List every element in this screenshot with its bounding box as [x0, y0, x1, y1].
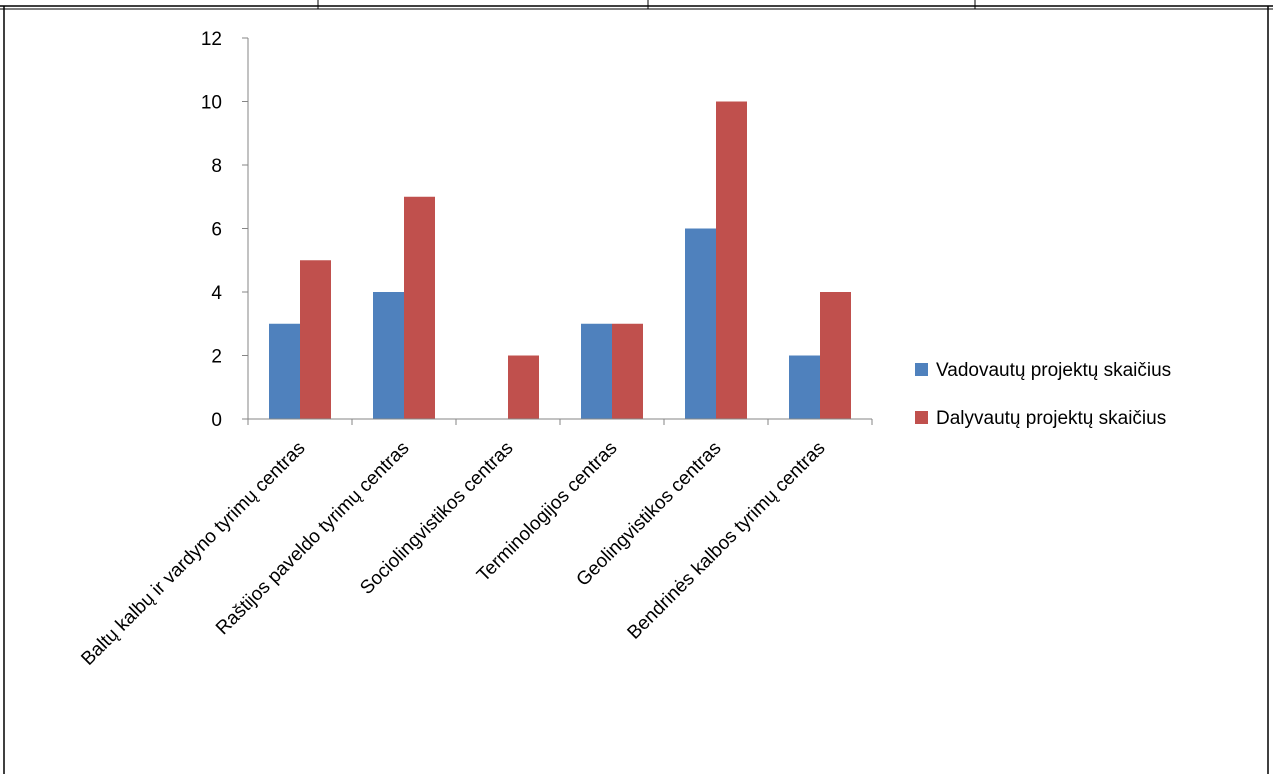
legend: Vadovautų projektų skaičius Dalyvautų pro…: [915, 360, 1171, 429]
y-tick-label: 8: [211, 156, 222, 177]
bar-1-5: [685, 228, 716, 419]
y-tick-label: 0: [211, 410, 222, 431]
y-tick-label: 6: [211, 220, 222, 241]
bars: [269, 101, 851, 419]
bar-1-1: [269, 323, 300, 419]
x-tick-label: Raštijos paveldo tyrimų centras: [212, 438, 414, 640]
y-tick-label: 2: [211, 347, 222, 368]
legend-label-1: Vadovautų projektų skaičius: [936, 360, 1171, 381]
y-tick-label: 12: [201, 29, 222, 50]
x-tick-label: Baltų kalbų ir vardyno tyrimų centras: [77, 438, 309, 670]
bar-2-3: [508, 355, 539, 419]
bar-2-4: [612, 323, 643, 419]
bar-2-5: [716, 101, 747, 419]
bar-2-6: [820, 292, 851, 419]
bar-1-4: [581, 323, 612, 419]
bar-2-2: [404, 196, 435, 419]
bar-1-2: [373, 292, 404, 419]
x-tick-label: Bendrinės kalbos tyrimų centras: [624, 438, 830, 644]
legend-swatch-2: [915, 411, 928, 424]
y-tick-label: 4: [211, 283, 222, 304]
x-tick-labels: Baltų kalbų ir vardyno tyrimų centrasRaš…: [77, 438, 829, 670]
axes: [242, 37, 873, 425]
bar-1-6: [789, 355, 820, 419]
bar-2-1: [300, 260, 331, 419]
legend-swatch-1: [915, 363, 928, 376]
y-tick-labels: 0 2 4 6 8 10 12: [201, 29, 223, 431]
legend-label-2: Dalyvautų projektų skaičius: [936, 408, 1166, 429]
y-tick-label: 10: [201, 93, 222, 114]
